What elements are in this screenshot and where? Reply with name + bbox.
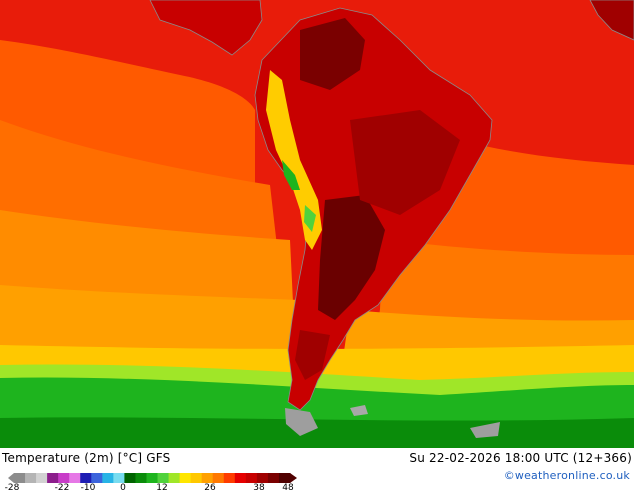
map-canvas	[0, 0, 634, 448]
colorbar-right-arrow	[290, 473, 297, 483]
colorbar-tick-label: 0	[120, 483, 126, 493]
colorbar-swatch	[234, 473, 247, 483]
colorbar-swatch	[168, 473, 181, 483]
falkland-islands	[350, 405, 368, 416]
colorbar-tick-label: 26	[204, 483, 216, 493]
colorbar-swatch	[58, 473, 70, 483]
colorbar-swatch	[146, 473, 159, 483]
colorbar-tick-label: 12	[156, 483, 168, 493]
chaco-hottest-zone	[318, 195, 385, 320]
colorbar	[8, 473, 297, 483]
colorbar-swatch	[267, 473, 280, 483]
colorbar-swatch	[179, 473, 192, 483]
colorbar-swatch	[80, 473, 92, 483]
credit-link[interactable]: ©weatheronline.co.uk	[503, 469, 630, 482]
colorbar-swatch	[256, 473, 269, 483]
patagonia-warm-zone	[295, 330, 330, 380]
colorbar-tick-label: 38	[253, 483, 265, 493]
brazil-interior-zone	[350, 110, 460, 215]
colorbar-swatch	[102, 473, 114, 483]
amazon-hot-zone	[300, 18, 365, 90]
tierra-del-fuego	[285, 408, 318, 436]
valid-time: Su 22-02-2026 18:00 UTC (12+366)	[409, 451, 632, 465]
south-georgia	[470, 422, 500, 438]
colorbar-swatch	[157, 473, 170, 483]
map-title: Temperature (2m) [°C] GFS	[2, 451, 171, 465]
colorbar-left-arrow	[8, 473, 14, 483]
map-footer: Temperature (2m) [°C] GFS Su 22-02-2026 …	[0, 448, 634, 493]
colorbar-swatch	[190, 473, 203, 483]
altiplano-cold-spot	[282, 160, 300, 190]
colorbar-swatch	[124, 473, 136, 483]
africa-corner	[589, 0, 634, 41]
colorbar-swatch	[25, 473, 37, 483]
colorbar-swatch	[212, 473, 225, 483]
colorbar-swatch	[201, 473, 214, 483]
colorbar-swatch	[223, 473, 236, 483]
colorbar-tick-label: -28	[4, 483, 20, 493]
colorbar-swatch	[91, 473, 103, 483]
colorbar-tick-label: -10	[80, 483, 96, 493]
colorbar-swatch	[278, 473, 291, 483]
colorbar-tick-label: 48	[282, 483, 294, 493]
andes-cold-spot	[304, 205, 316, 232]
colorbar-swatch	[245, 473, 258, 483]
colorbar-swatch	[36, 473, 48, 483]
colorbar-swatch	[113, 473, 125, 483]
colorbar-swatch	[47, 473, 59, 483]
colorbar-tick-label: -22	[54, 483, 70, 493]
colorbar-swatch	[69, 473, 81, 483]
central-america	[149, 0, 263, 56]
colorbar-swatch	[135, 473, 147, 483]
temperature-map	[0, 0, 634, 448]
andes-cool-strip	[266, 70, 322, 250]
colorbar-swatch	[14, 473, 26, 483]
southern-ocean-darkgreen	[0, 417, 634, 448]
